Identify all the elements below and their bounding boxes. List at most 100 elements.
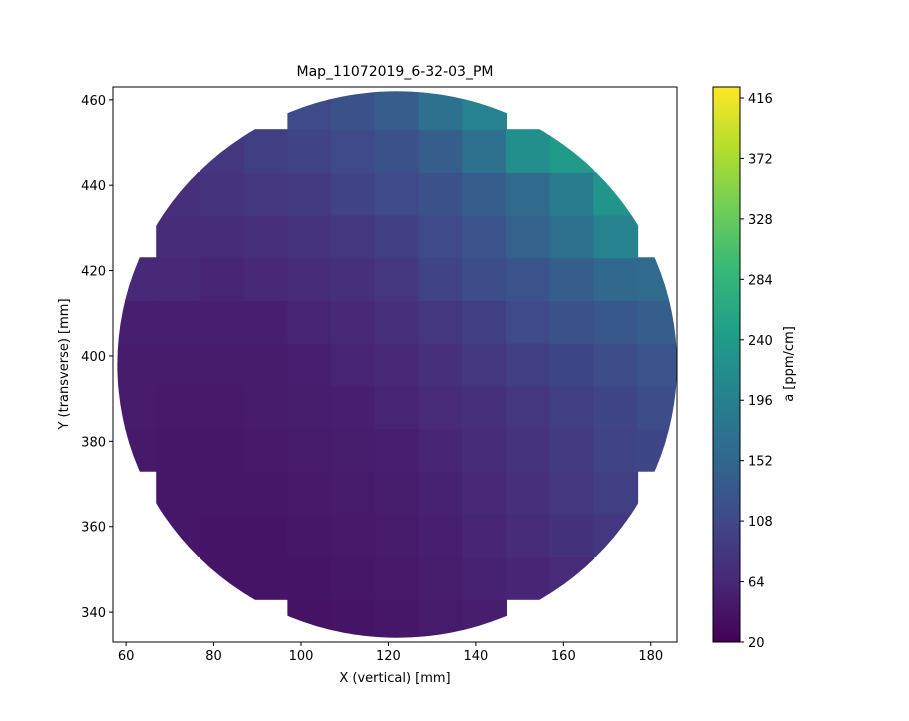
heatmap-cell — [462, 91, 507, 131]
heatmap-cell — [462, 299, 507, 344]
x-tick-label: 60 — [118, 649, 135, 664]
y-tick-label: 400 — [81, 350, 106, 365]
heatmap-cell — [374, 129, 420, 173]
heatmap-cell — [243, 385, 289, 430]
heatmap-cell — [374, 299, 420, 344]
heatmap-cell — [418, 428, 464, 472]
heatmap-cell — [593, 385, 639, 430]
heatmap-cell — [505, 214, 551, 259]
heatmap-cell — [593, 257, 639, 301]
heatmap-cell — [374, 214, 420, 259]
heatmap-cell — [637, 385, 677, 430]
heatmap-cell — [462, 513, 507, 558]
heatmap-cell — [199, 299, 245, 344]
heatmap-cell — [331, 171, 376, 216]
y-tick-label: 360 — [81, 521, 106, 536]
heatmap-cell — [287, 428, 333, 472]
heatmap-cell — [117, 299, 158, 344]
chart-title: Map_11072019_6-32-03_PM — [297, 64, 494, 80]
heatmap-cell — [462, 470, 507, 515]
heatmap-cell — [418, 513, 464, 558]
x-tick-label: 120 — [376, 649, 401, 664]
heatmap-cell — [418, 257, 464, 301]
heatmap-cell — [156, 171, 201, 216]
heatmap-cell — [462, 171, 507, 216]
heatmap-cell — [418, 91, 464, 131]
colorbar-tick-label: 328 — [748, 213, 773, 228]
heatmap-cell — [156, 342, 201, 387]
heatmap-cell — [505, 171, 551, 216]
heatmap-cell — [199, 385, 245, 430]
heatmap-cell — [199, 129, 245, 173]
heatmap-cell — [418, 214, 464, 259]
heatmap-cell — [505, 513, 551, 558]
heatmap-cell — [418, 385, 464, 430]
heatmap-cell — [117, 342, 158, 387]
heatmap-cell — [462, 257, 507, 301]
heatmap-cell — [593, 428, 639, 472]
heatmap-cell — [462, 385, 507, 430]
heatmap-cell — [462, 428, 507, 472]
heatmap-cell — [418, 556, 464, 600]
heatmap-cell — [374, 171, 420, 216]
heatmap-cell — [549, 299, 595, 344]
heatmap-cell — [462, 342, 507, 387]
heatmap-cell — [243, 299, 289, 344]
x-tick-label: 80 — [205, 649, 222, 664]
heatmap-cell — [243, 171, 289, 216]
heatmap-cell — [199, 214, 245, 259]
heatmap-cell — [549, 470, 595, 515]
heatmap — [117, 91, 677, 638]
heatmap-cell — [505, 470, 551, 515]
heatmap-cell — [156, 299, 201, 344]
heatmap-cell — [243, 257, 289, 301]
heatmap-cell — [549, 171, 595, 216]
heatmap-cell — [243, 428, 289, 472]
heatmap-cell — [331, 214, 376, 259]
heatmap-cell — [505, 129, 551, 173]
x-axis-label: X (vertical) [mm] — [339, 671, 450, 686]
heatmap-cell — [287, 299, 333, 344]
heatmap-cell — [418, 598, 464, 638]
colorbar-tick-label: 108 — [748, 515, 773, 530]
heatmap-cell — [287, 470, 333, 515]
heatmap-cell — [549, 428, 595, 472]
heatmap-cell — [462, 556, 507, 600]
y-tick-label: 340 — [81, 606, 106, 621]
heatmap-cell — [199, 428, 245, 472]
heatmap-cell — [243, 513, 289, 558]
x-tick-label: 140 — [463, 649, 488, 664]
heatmap-cell — [418, 171, 464, 216]
heatmap-cell — [331, 257, 376, 301]
heatmap-cell — [374, 470, 420, 515]
heatmap-cell — [117, 257, 158, 301]
heatmap-cell — [243, 214, 289, 259]
colorbar-tick-label: 240 — [748, 334, 773, 349]
heatmap-cell — [374, 513, 420, 558]
heatmap-cell — [156, 214, 201, 259]
heatmap-cell — [287, 214, 333, 259]
heatmap-cell — [549, 214, 595, 259]
heatmap-cell — [593, 214, 639, 259]
heatmap-cell — [331, 129, 376, 173]
heatmap-cell — [117, 428, 158, 472]
heatmap-cell — [549, 342, 595, 387]
heatmap-cell — [287, 171, 333, 216]
heatmap-cell — [156, 428, 201, 472]
heatmap-cell — [331, 428, 376, 472]
heatmap-cell — [117, 385, 158, 430]
heatmap-cell — [462, 598, 507, 638]
heatmap-cell — [637, 257, 677, 301]
heatmap-cell — [593, 299, 639, 344]
heatmap-cell — [549, 385, 595, 430]
plot-frame — [112, 86, 678, 643]
heatmap-cell — [505, 385, 551, 430]
heatmap-cell — [287, 513, 333, 558]
heatmap-cell — [331, 385, 376, 430]
heatmap-cell — [331, 556, 376, 600]
heatmap-cell — [637, 299, 677, 344]
heatmap-cell — [374, 385, 420, 430]
heatmap-cell — [287, 385, 333, 430]
colorbar-tick-label: 64 — [748, 576, 765, 591]
heatmap-cell — [199, 513, 245, 558]
